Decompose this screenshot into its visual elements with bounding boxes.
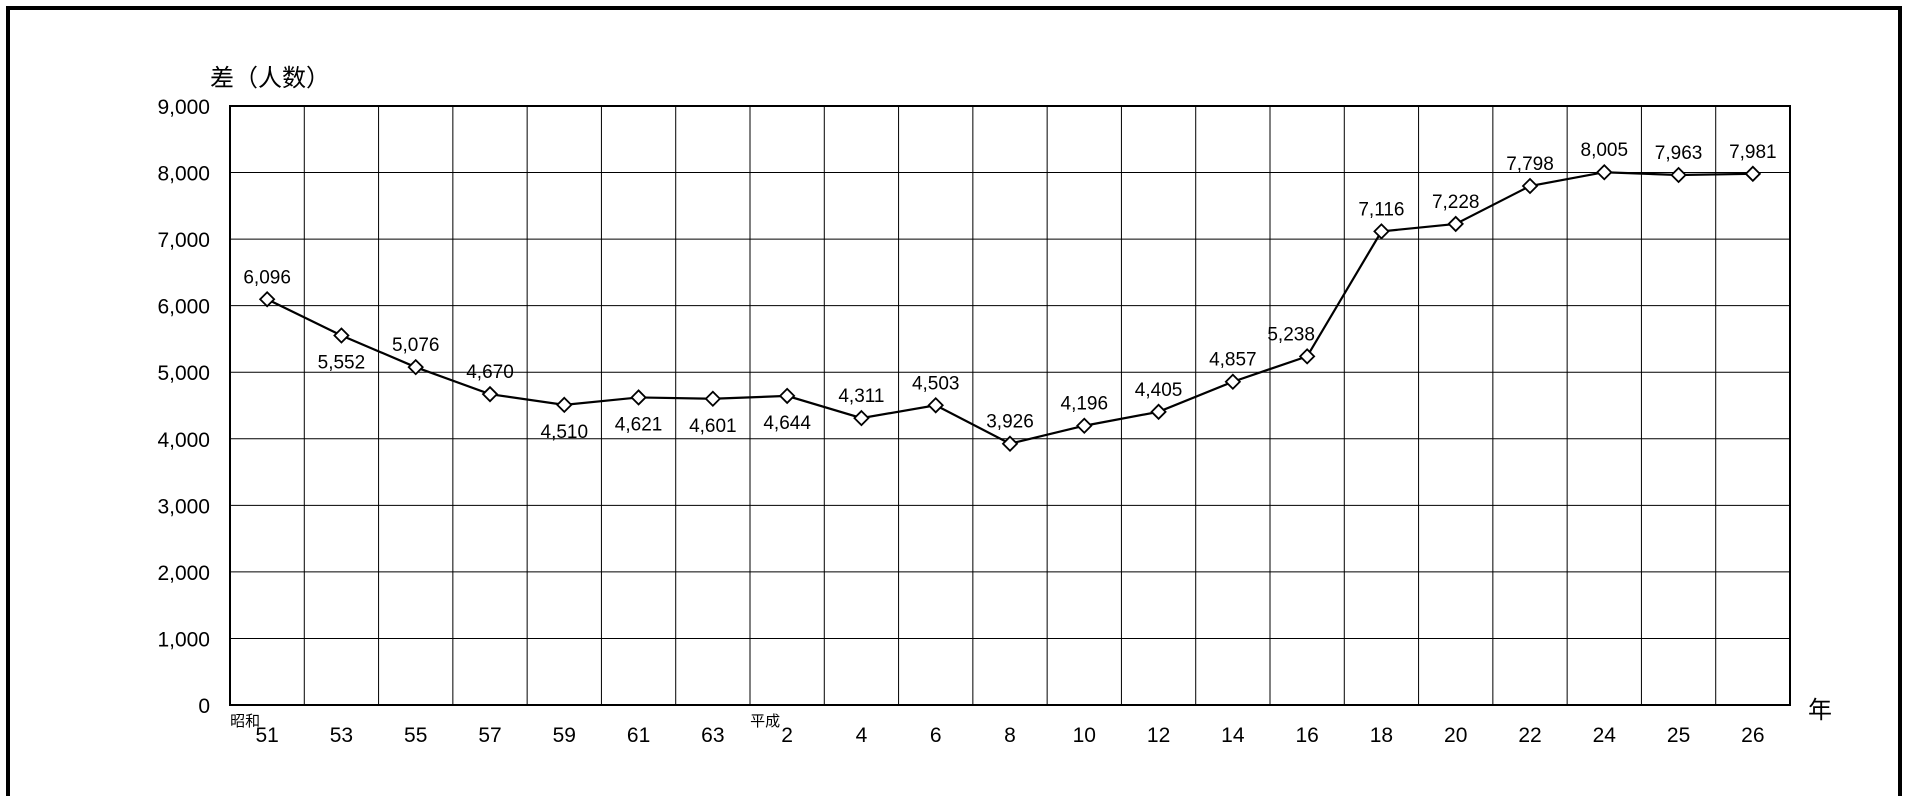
data-point-marker bbox=[407, 358, 424, 376]
y-tick-label: 6,000 bbox=[157, 296, 210, 319]
data-label: 4,510 bbox=[541, 422, 589, 443]
data-label: 5,076 bbox=[392, 335, 440, 356]
x-tick-label: 53 bbox=[330, 724, 353, 747]
x-tick-labels: 51 53 55 57 59 61 63 2 4 6 8 10 12 14 16 18 20 22 24 25 26昭和… bbox=[230, 713, 1764, 747]
data-label: 6,096 bbox=[243, 267, 291, 288]
data-label: 7,228 bbox=[1432, 192, 1480, 213]
y-tick-label: 8,000 bbox=[157, 163, 210, 186]
data-point-marker bbox=[1596, 163, 1613, 181]
data-label: 4,670 bbox=[466, 362, 514, 383]
data-label: 5,238 bbox=[1267, 324, 1315, 345]
data-label: 4,621 bbox=[615, 414, 663, 435]
era-label: 平成 bbox=[750, 713, 780, 730]
x-tick-label: 6 bbox=[930, 724, 942, 747]
plot-border bbox=[229, 105, 1791, 706]
data-label: 4,644 bbox=[763, 413, 811, 434]
data-point-marker bbox=[927, 397, 944, 414]
data-point-marker bbox=[778, 387, 796, 405]
data-point-marker bbox=[1670, 166, 1687, 184]
data-point-marker bbox=[1076, 417, 1093, 435]
x-tick-label: 12 bbox=[1147, 724, 1170, 747]
y-tick-label: 9,000 bbox=[157, 96, 210, 119]
data-point-marker bbox=[630, 389, 647, 406]
data-point-marker bbox=[1150, 403, 1167, 421]
data-point-marker bbox=[556, 396, 573, 414]
x-tick-label: 18 bbox=[1370, 724, 1393, 747]
data-series bbox=[258, 163, 1762, 452]
y-tick-label: 4,000 bbox=[157, 429, 210, 452]
y-axis-title: 差（人数） bbox=[210, 65, 330, 92]
x-tick-label: 4 bbox=[856, 724, 868, 747]
x-tick-label: 25 bbox=[1667, 724, 1690, 747]
data-label: 7,963 bbox=[1655, 143, 1703, 164]
data-point-marker bbox=[333, 327, 350, 344]
data-point-marker bbox=[853, 409, 870, 427]
x-tick-label: 22 bbox=[1518, 724, 1541, 747]
x-tick-label: 26 bbox=[1741, 724, 1764, 747]
data-label: 4,601 bbox=[689, 416, 737, 437]
data-label: 3,926 bbox=[986, 412, 1034, 433]
era-label: 昭和 bbox=[230, 713, 260, 730]
data-point-marker bbox=[1373, 223, 1390, 240]
data-point-marker bbox=[1447, 215, 1464, 233]
data-point-marker bbox=[1744, 165, 1762, 183]
x-tick-label: 61 bbox=[627, 724, 650, 747]
data-point-marker bbox=[704, 390, 722, 408]
y-tick-label: 3,000 bbox=[157, 495, 210, 518]
y-tick-labels: 0 1,000 2,000 3,000 4,000 5,000 6,000 7,000 8,00… bbox=[157, 96, 210, 718]
data-label: 4,857 bbox=[1209, 350, 1257, 371]
data-label: 5,552 bbox=[318, 352, 366, 373]
data-labels: 6,096 5,552 5,076 4,670 4,510 4,621 4,601 4,644… bbox=[243, 140, 1776, 443]
chart-frame bbox=[6, 6, 1902, 796]
x-tick-label: 63 bbox=[701, 724, 724, 747]
series-line bbox=[266, 171, 1753, 445]
data-label: 4,405 bbox=[1135, 380, 1183, 401]
x-tick-label: 24 bbox=[1593, 724, 1617, 747]
grid bbox=[229, 105, 1791, 706]
y-tick-label: 0 bbox=[198, 695, 210, 718]
data-point-marker bbox=[258, 291, 276, 308]
data-label: 4,196 bbox=[1061, 394, 1109, 415]
data-label: 4,503 bbox=[912, 373, 960, 394]
data-label: 7,981 bbox=[1729, 142, 1777, 163]
data-point-marker bbox=[481, 385, 499, 403]
x-tick-label: 8 bbox=[1004, 724, 1016, 747]
data-label: 8,005 bbox=[1581, 140, 1629, 161]
data-point-marker bbox=[1298, 348, 1316, 365]
x-tick-label: 57 bbox=[478, 724, 501, 747]
x-axis-title: 年 bbox=[1808, 697, 1832, 724]
y-tick-label: 7,000 bbox=[157, 229, 210, 252]
y-tick-label: 5,000 bbox=[157, 362, 210, 385]
x-tick-label: 2 bbox=[781, 724, 793, 747]
x-tick-label: 16 bbox=[1295, 724, 1318, 747]
x-tick-label: 51 bbox=[255, 724, 278, 747]
data-point-marker bbox=[1224, 373, 1242, 391]
x-tick-label: 55 bbox=[404, 724, 427, 747]
x-tick-label: 20 bbox=[1444, 724, 1467, 747]
x-tick-label: 59 bbox=[553, 724, 576, 747]
data-label: 7,798 bbox=[1506, 154, 1554, 175]
x-tick-label: 10 bbox=[1073, 724, 1096, 747]
data-label: 7,116 bbox=[1358, 199, 1404, 220]
data-label: 4,311 bbox=[838, 386, 884, 407]
data-point-marker bbox=[1001, 435, 1019, 452]
y-tick-label: 1,000 bbox=[157, 628, 210, 651]
y-tick-label: 2,000 bbox=[157, 562, 210, 585]
x-tick-label: 14 bbox=[1221, 724, 1245, 747]
data-point-marker bbox=[1521, 177, 1539, 195]
